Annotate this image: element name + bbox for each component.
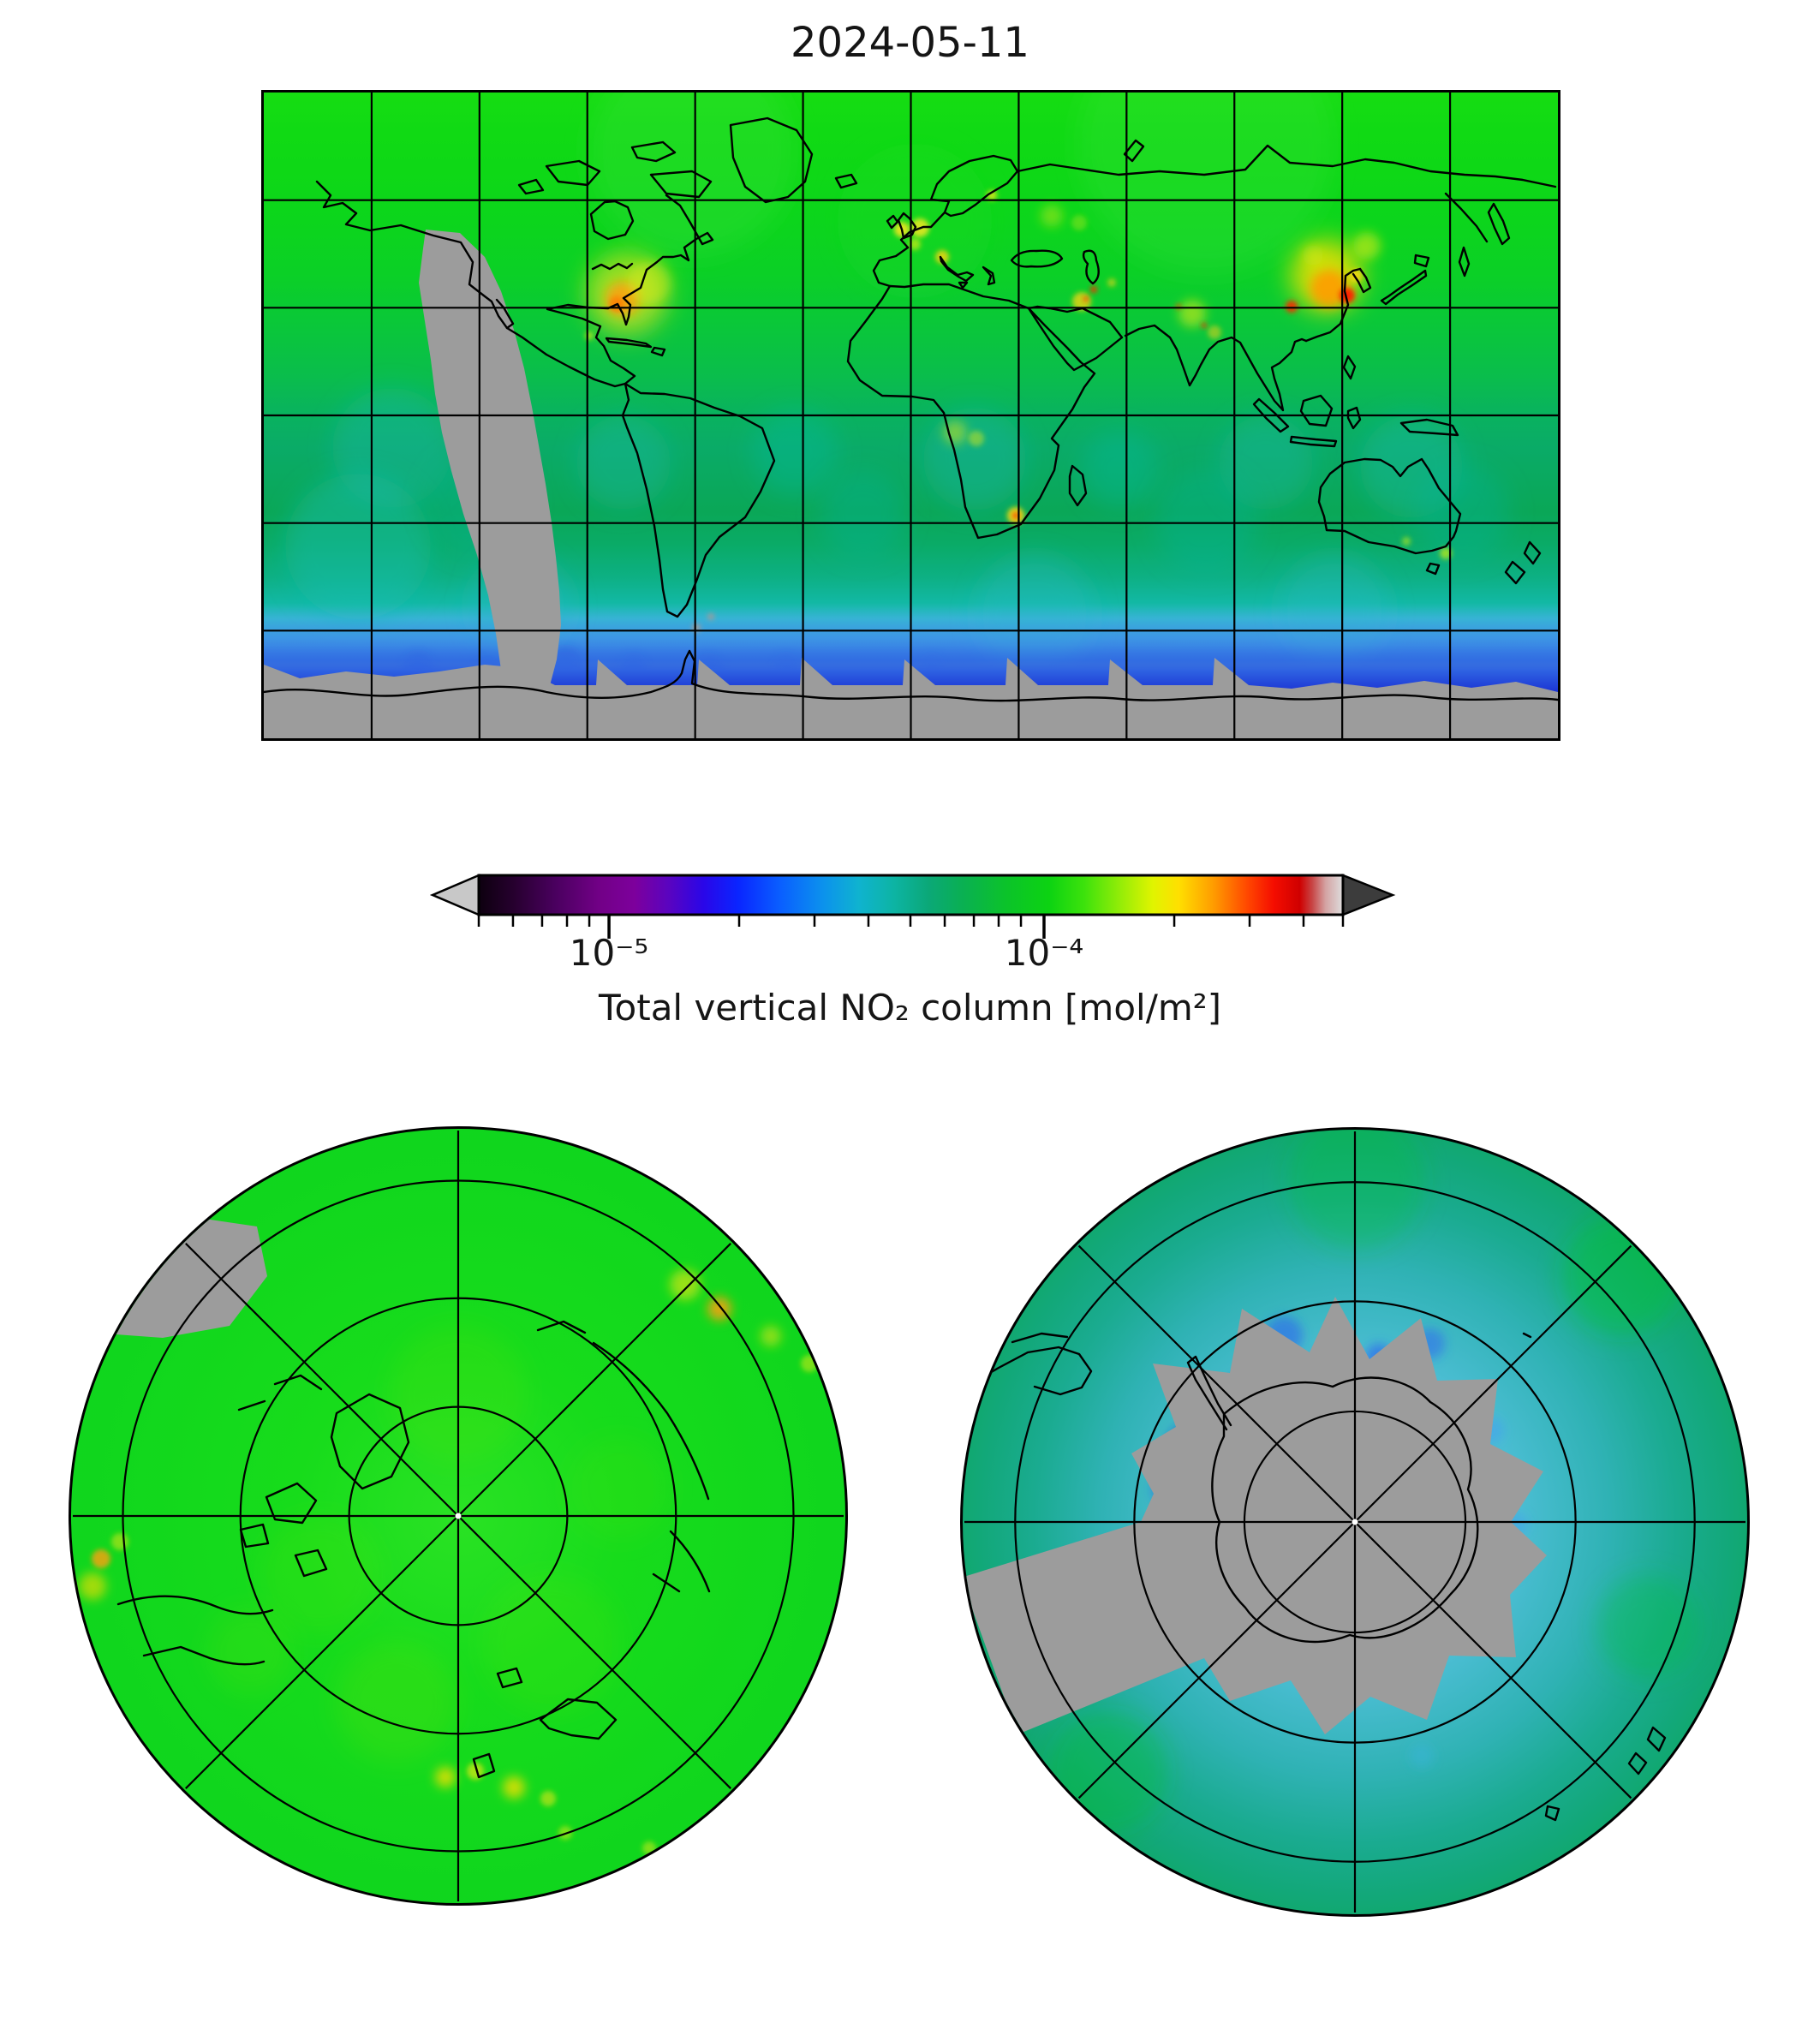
figure-title: 2024-05-11 [791, 19, 1029, 67]
north-polar-graticule [73, 1131, 844, 1901]
global-map-panel [261, 90, 1560, 741]
emission-hotspots [585, 190, 1452, 632]
colorbar-tick-1e-5: 10⁻⁵ [569, 932, 649, 974]
north-polar-hotspots [79, 1269, 845, 1855]
south-polar-panel [960, 1127, 1750, 1917]
orbit-gap-swath [419, 230, 561, 692]
south-polar-canvas [963, 1130, 1747, 1914]
colorbar-under-arrow [429, 874, 480, 916]
colorbar-tick-1e-4: 10⁻⁴ [1004, 932, 1084, 974]
north-polar-panel [69, 1126, 848, 1906]
colorbar [429, 874, 1396, 946]
coastlines [264, 118, 1558, 701]
graticule-global [264, 92, 1558, 738]
south-polar-graticule [964, 1131, 1745, 1913]
north-polar-missing-data [103, 1218, 267, 1338]
global-map-canvas [264, 92, 1558, 738]
south-polar-missing-data [963, 1297, 1547, 1734]
colorbar-ticks [479, 915, 1343, 939]
colorbar-label: Total vertical NO₂ column [mol/m²] [599, 987, 1221, 1029]
colorbar-gradient-bar [477, 874, 1345, 916]
north-pole-center-dot [455, 1513, 462, 1519]
colorbar-over-arrow [1341, 874, 1396, 916]
south-pole-center-dot [1352, 1519, 1358, 1525]
north-polar-canvas [71, 1129, 845, 1903]
